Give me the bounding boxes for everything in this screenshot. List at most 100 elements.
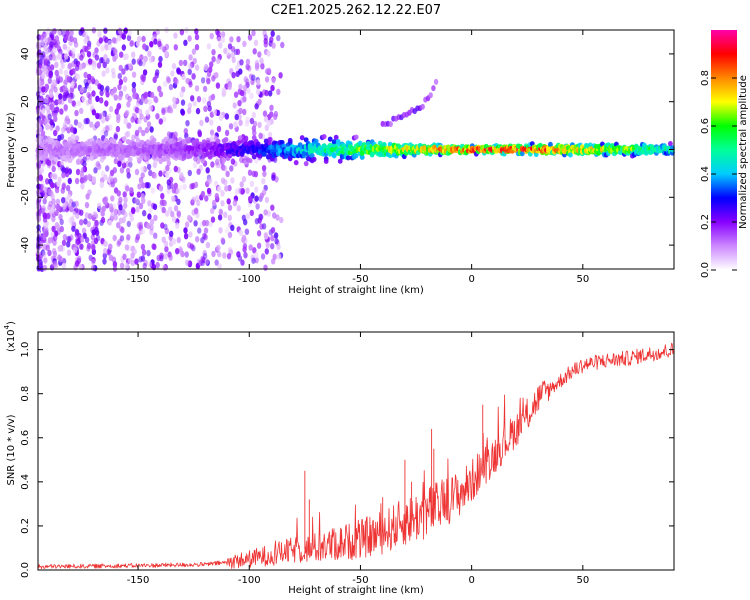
spectrogram-noise-cell <box>227 247 233 254</box>
spectrogram-band-cell <box>125 139 131 145</box>
spectrogram-noise-cell <box>73 41 79 48</box>
spectrogram-noise-cell <box>227 231 233 239</box>
spectrogram-band-cell <box>329 146 335 153</box>
spectrogram-band-cell <box>39 142 45 148</box>
spectrogram-noise-cell <box>119 235 125 242</box>
spectrogram-band-cell <box>177 155 183 161</box>
spectrogram-noise-cell <box>127 95 132 103</box>
spectrogram-band-cell <box>65 154 71 160</box>
spectrogram-noise-cell <box>260 253 266 260</box>
spectrogram-noise-cell <box>81 95 86 103</box>
spectrogram-noise-cell <box>253 39 259 46</box>
spectrogram-noise-cell <box>44 83 49 90</box>
spectrogram-noise-cell <box>134 107 140 114</box>
spectrogram-noise-cell <box>130 116 135 123</box>
spectrogram-x-tick-label: -100 <box>238 274 261 285</box>
spectrogram-band-cell <box>255 141 261 147</box>
spectrogram-noise-cell <box>113 214 118 221</box>
spectrogram-noise-cell <box>164 210 170 217</box>
spectrogram-noise-cell <box>123 196 128 204</box>
spectrogram-noise-cell <box>52 260 58 267</box>
spectrogram-noise-cell <box>49 103 54 111</box>
spectrogram-noise-cell <box>122 191 127 198</box>
spectrogram-noise-cell <box>273 232 279 239</box>
spectrogram-noise-cell <box>149 218 155 226</box>
colorbar-label: Normalized spectral amplitude <box>738 75 749 229</box>
spectrogram-noise-cell <box>118 78 124 86</box>
spectrogram-noise-cell <box>126 101 131 108</box>
spectrogram-noise-cell <box>181 176 186 183</box>
spectrogram-noise-cell <box>187 107 192 115</box>
spectrogram-noise-cell <box>187 260 193 267</box>
spectrogram-noise-cell <box>83 71 88 79</box>
spectrogram-noise-cell <box>200 237 205 244</box>
spectrogram-noise-cell <box>71 47 76 55</box>
spectrogram-noise-cell <box>241 176 247 183</box>
spectrogram-noise-cell <box>91 176 97 183</box>
spectrogram-noise-cell <box>140 172 145 179</box>
spectrogram-noise-cell <box>263 41 268 48</box>
spectrogram-noise-cell <box>52 46 57 54</box>
spectrogram-noise-cell <box>194 44 200 51</box>
spectrogram-noise-cell <box>227 184 232 192</box>
spectrogram-band-cell <box>89 155 95 161</box>
colorbar-tick-label: 0.2 <box>700 214 711 230</box>
spectrogram-noise-cell <box>66 193 72 201</box>
spectrogram-noise-cell <box>117 160 122 167</box>
spectrogram-noise-cell <box>127 29 132 37</box>
spectrogram-noise-cell <box>263 232 268 239</box>
spectrogram-noise-cell <box>107 219 113 226</box>
spectrogram-noise-cell <box>61 171 66 179</box>
spectrogram-noise-cell <box>176 67 181 74</box>
spectrogram-noise-cell <box>181 86 186 93</box>
spectrogram-noise-cell <box>208 66 213 73</box>
spectrogram-noise-cell <box>273 113 278 121</box>
spectrogram-noise-cell <box>135 233 141 240</box>
spectrogram-noise-cell <box>238 187 243 195</box>
spectrogram-noise-cell <box>85 155 91 163</box>
spectrogram-noise-cell <box>183 39 188 46</box>
spectrogram-band-cell <box>331 152 337 158</box>
spectrogram-noise-cell <box>203 105 208 113</box>
spectrogram-noise-cell <box>206 178 211 185</box>
spectrogram-noise-cell <box>49 119 54 126</box>
spectrogram-noise-cell <box>83 31 88 39</box>
spectrogram-noise-cell <box>116 240 121 247</box>
spectrogram-y-axis-label: Frequency (Hz) <box>6 112 17 188</box>
spectrogram-x-tick-label: -50 <box>352 274 368 285</box>
spectrogram-noise-cell <box>60 187 65 194</box>
spectrogram-noise-cell <box>191 73 196 80</box>
spectrogram-noise-cell <box>158 55 163 63</box>
spectrogram-noise-cell <box>123 118 128 125</box>
spectrogram-noise-cell <box>232 199 238 206</box>
spectrogram-noise-cell <box>121 33 127 40</box>
spectrogram-noise-cell <box>36 224 41 231</box>
spectrogram-noise-cell <box>136 58 142 65</box>
spectrogram-noise-cell <box>140 243 146 251</box>
spectrogram-noise-cell <box>254 103 259 110</box>
spectrogram-noise-cell <box>255 203 260 210</box>
spectrogram-noise-cell <box>89 121 94 128</box>
spectrogram-band-cell <box>231 151 237 157</box>
spectrogram-noise-cell <box>270 235 275 242</box>
spectrogram-noise-cell <box>72 247 78 254</box>
spectrogram-noise-cell <box>227 43 233 50</box>
spectrogram-band-cell <box>157 153 163 159</box>
spectrogram-noise-cell <box>193 220 198 227</box>
spectrogram-noise-cell <box>131 71 137 78</box>
spectrogram-noise-cell <box>153 232 158 239</box>
spectrogram-noise-cell <box>124 131 129 138</box>
spectrogram-noise-cell <box>57 98 62 105</box>
spectrogram-noise-cell <box>263 209 268 216</box>
spectrogram-band-cell <box>261 151 267 157</box>
spectrogram-noise-cell <box>211 75 216 82</box>
spectrogram-noise-cell <box>147 200 152 207</box>
spectrogram-panel: -150 -100 -50 0 50 -40 -20 0 20 40 Height of str… <box>6 26 675 296</box>
spectrogram-noise-cell <box>54 35 60 42</box>
spectrogram-noise-cell <box>107 113 112 120</box>
spectrogram-noise-cell <box>44 97 49 104</box>
spectrogram-noise-cell <box>86 220 92 228</box>
spectrogram-noise-cell <box>149 91 155 99</box>
spectrogram-noise-cell <box>56 45 62 52</box>
spectrogram-noise-cell <box>61 197 66 204</box>
